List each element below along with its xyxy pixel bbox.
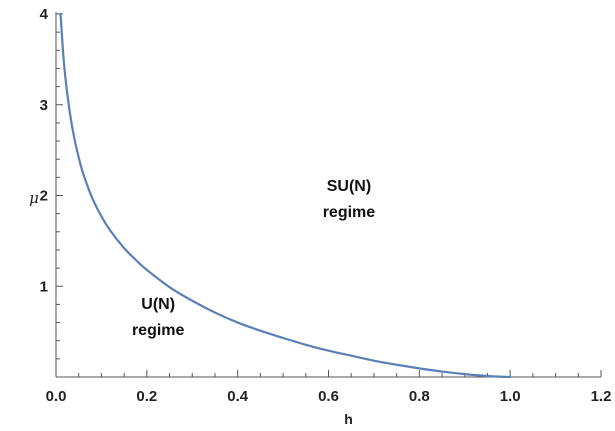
annotation-1-line-0: U(N) (141, 296, 175, 313)
x-tick-label: 0.4 (227, 388, 249, 405)
x-tick-label: 0.2 (136, 388, 157, 405)
x-tick-label: 1.2 (591, 388, 612, 405)
x-tick-label: 0.8 (409, 388, 430, 405)
x-tick-label: 1.0 (500, 388, 521, 405)
x-tick-label: 0.6 (318, 388, 339, 405)
series-line-0 (59, 12, 512, 379)
y-tick-label: 4 (40, 6, 49, 23)
y-axis-label: μ (29, 189, 39, 207)
annotation-0-line-1: regime (323, 204, 376, 221)
x-tick-label: 0.0 (46, 388, 67, 405)
y-tick-label: 2 (40, 188, 48, 205)
x-axis-label: h (344, 411, 353, 427)
y-tick-label: 3 (40, 97, 48, 114)
y-tick-label: 1 (40, 278, 48, 295)
annotation-1-line-1: regime (132, 322, 185, 339)
annotation-0-line-0: SU(N) (327, 178, 371, 195)
